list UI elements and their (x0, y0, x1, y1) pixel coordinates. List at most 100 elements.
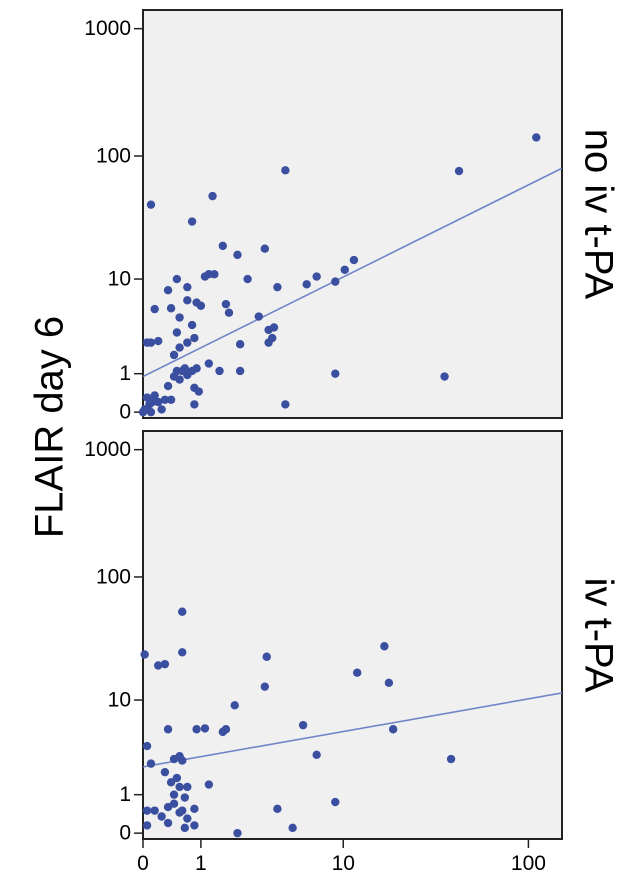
x-tick-label: 100 (511, 852, 546, 875)
data-point (172, 773, 182, 783)
data-point (224, 308, 234, 317)
panels-group: 0 1 10 100 1000 no iv t-PA 0 1 10 100 1000 iv t-PA (84, 9, 620, 845)
data-point (273, 804, 282, 814)
data-point (146, 200, 156, 209)
data-point (190, 821, 199, 830)
data-point (260, 682, 270, 691)
data-point (180, 793, 190, 802)
y-tick-label: 1 (119, 783, 131, 806)
data-point (281, 166, 290, 175)
y-tick-label: 1000 (84, 438, 131, 461)
y-tick-label: 10 (108, 689, 131, 712)
data-point (163, 285, 173, 295)
data-point (166, 778, 176, 787)
data-point (142, 741, 152, 751)
data-point (183, 782, 192, 792)
data-point (160, 395, 170, 404)
data-point (273, 282, 282, 292)
x-axis: 0 1 10 100 (137, 839, 546, 875)
data-point (142, 338, 152, 347)
data-point (380, 642, 389, 651)
data-point (187, 217, 197, 226)
data-point (183, 338, 192, 347)
data-point (235, 340, 245, 349)
data-point (233, 828, 242, 838)
data-point (163, 725, 173, 734)
y-tick-label: 10 (108, 268, 131, 291)
data-point (157, 405, 166, 414)
data-point (194, 387, 203, 396)
data-point (166, 304, 176, 313)
y-tick-label: 100 (96, 144, 131, 167)
data-point (163, 802, 173, 812)
x-tick-label: 1 (195, 852, 207, 875)
data-point (215, 366, 224, 376)
data-point (260, 244, 270, 253)
data-point (150, 304, 159, 314)
data-point (233, 250, 242, 260)
fit-line (143, 167, 562, 378)
data-point (148, 397, 157, 407)
data-point (178, 806, 187, 815)
data-point (349, 255, 359, 265)
data-point (331, 797, 340, 807)
data-point (178, 648, 187, 657)
data-point (183, 814, 192, 823)
data-point (210, 270, 219, 279)
data-point (187, 320, 197, 330)
data-point (175, 782, 184, 792)
data-point (331, 277, 340, 286)
data-point (172, 274, 182, 284)
data-point (140, 650, 149, 659)
data-point (154, 661, 163, 670)
y-tick-label: 0 (119, 401, 131, 424)
data-point (388, 725, 398, 734)
data-point (180, 823, 190, 833)
data-point (160, 767, 170, 777)
data-point (172, 328, 182, 337)
data-point (146, 407, 156, 417)
data-point (243, 274, 252, 284)
data-point (160, 659, 170, 669)
data-point (312, 750, 321, 760)
data-point (208, 191, 217, 201)
data-point (221, 725, 231, 734)
y-tick-label: 1000 (84, 17, 131, 40)
data-point (190, 804, 199, 814)
data-point (157, 812, 166, 821)
data-point (150, 806, 159, 815)
panel-2: 0 1 10 100 1000 iv t-PA (84, 430, 620, 845)
data-point (154, 397, 163, 407)
panel-label: iv t-PA (576, 578, 620, 693)
data-point (269, 323, 279, 332)
data-point (154, 336, 163, 346)
data-point (190, 400, 199, 409)
data-point (180, 364, 190, 373)
panel-frame (142, 9, 563, 419)
data-point (353, 668, 362, 677)
data-point (298, 720, 308, 730)
x-tick-label: 0 (137, 852, 149, 875)
data-point (166, 395, 176, 404)
panel-label: no iv t-PA (576, 129, 620, 300)
data-point (146, 759, 156, 768)
y-tick-label: 0 (119, 822, 131, 845)
data-point (221, 299, 231, 309)
data-point (192, 364, 201, 373)
data-point (230, 701, 239, 710)
y-tick-label: 1 (119, 362, 131, 385)
data-point (204, 780, 214, 789)
x-tick-label: 10 (332, 852, 355, 875)
data-point (190, 333, 199, 343)
data-point (288, 823, 297, 833)
panel-frame (142, 430, 563, 840)
data-point (302, 280, 311, 289)
data-point (312, 272, 321, 281)
data-point (281, 400, 290, 409)
data-point (254, 312, 263, 321)
data-point (183, 282, 192, 292)
data-point (262, 652, 271, 661)
data-point (218, 241, 227, 251)
fit-line (143, 692, 562, 768)
